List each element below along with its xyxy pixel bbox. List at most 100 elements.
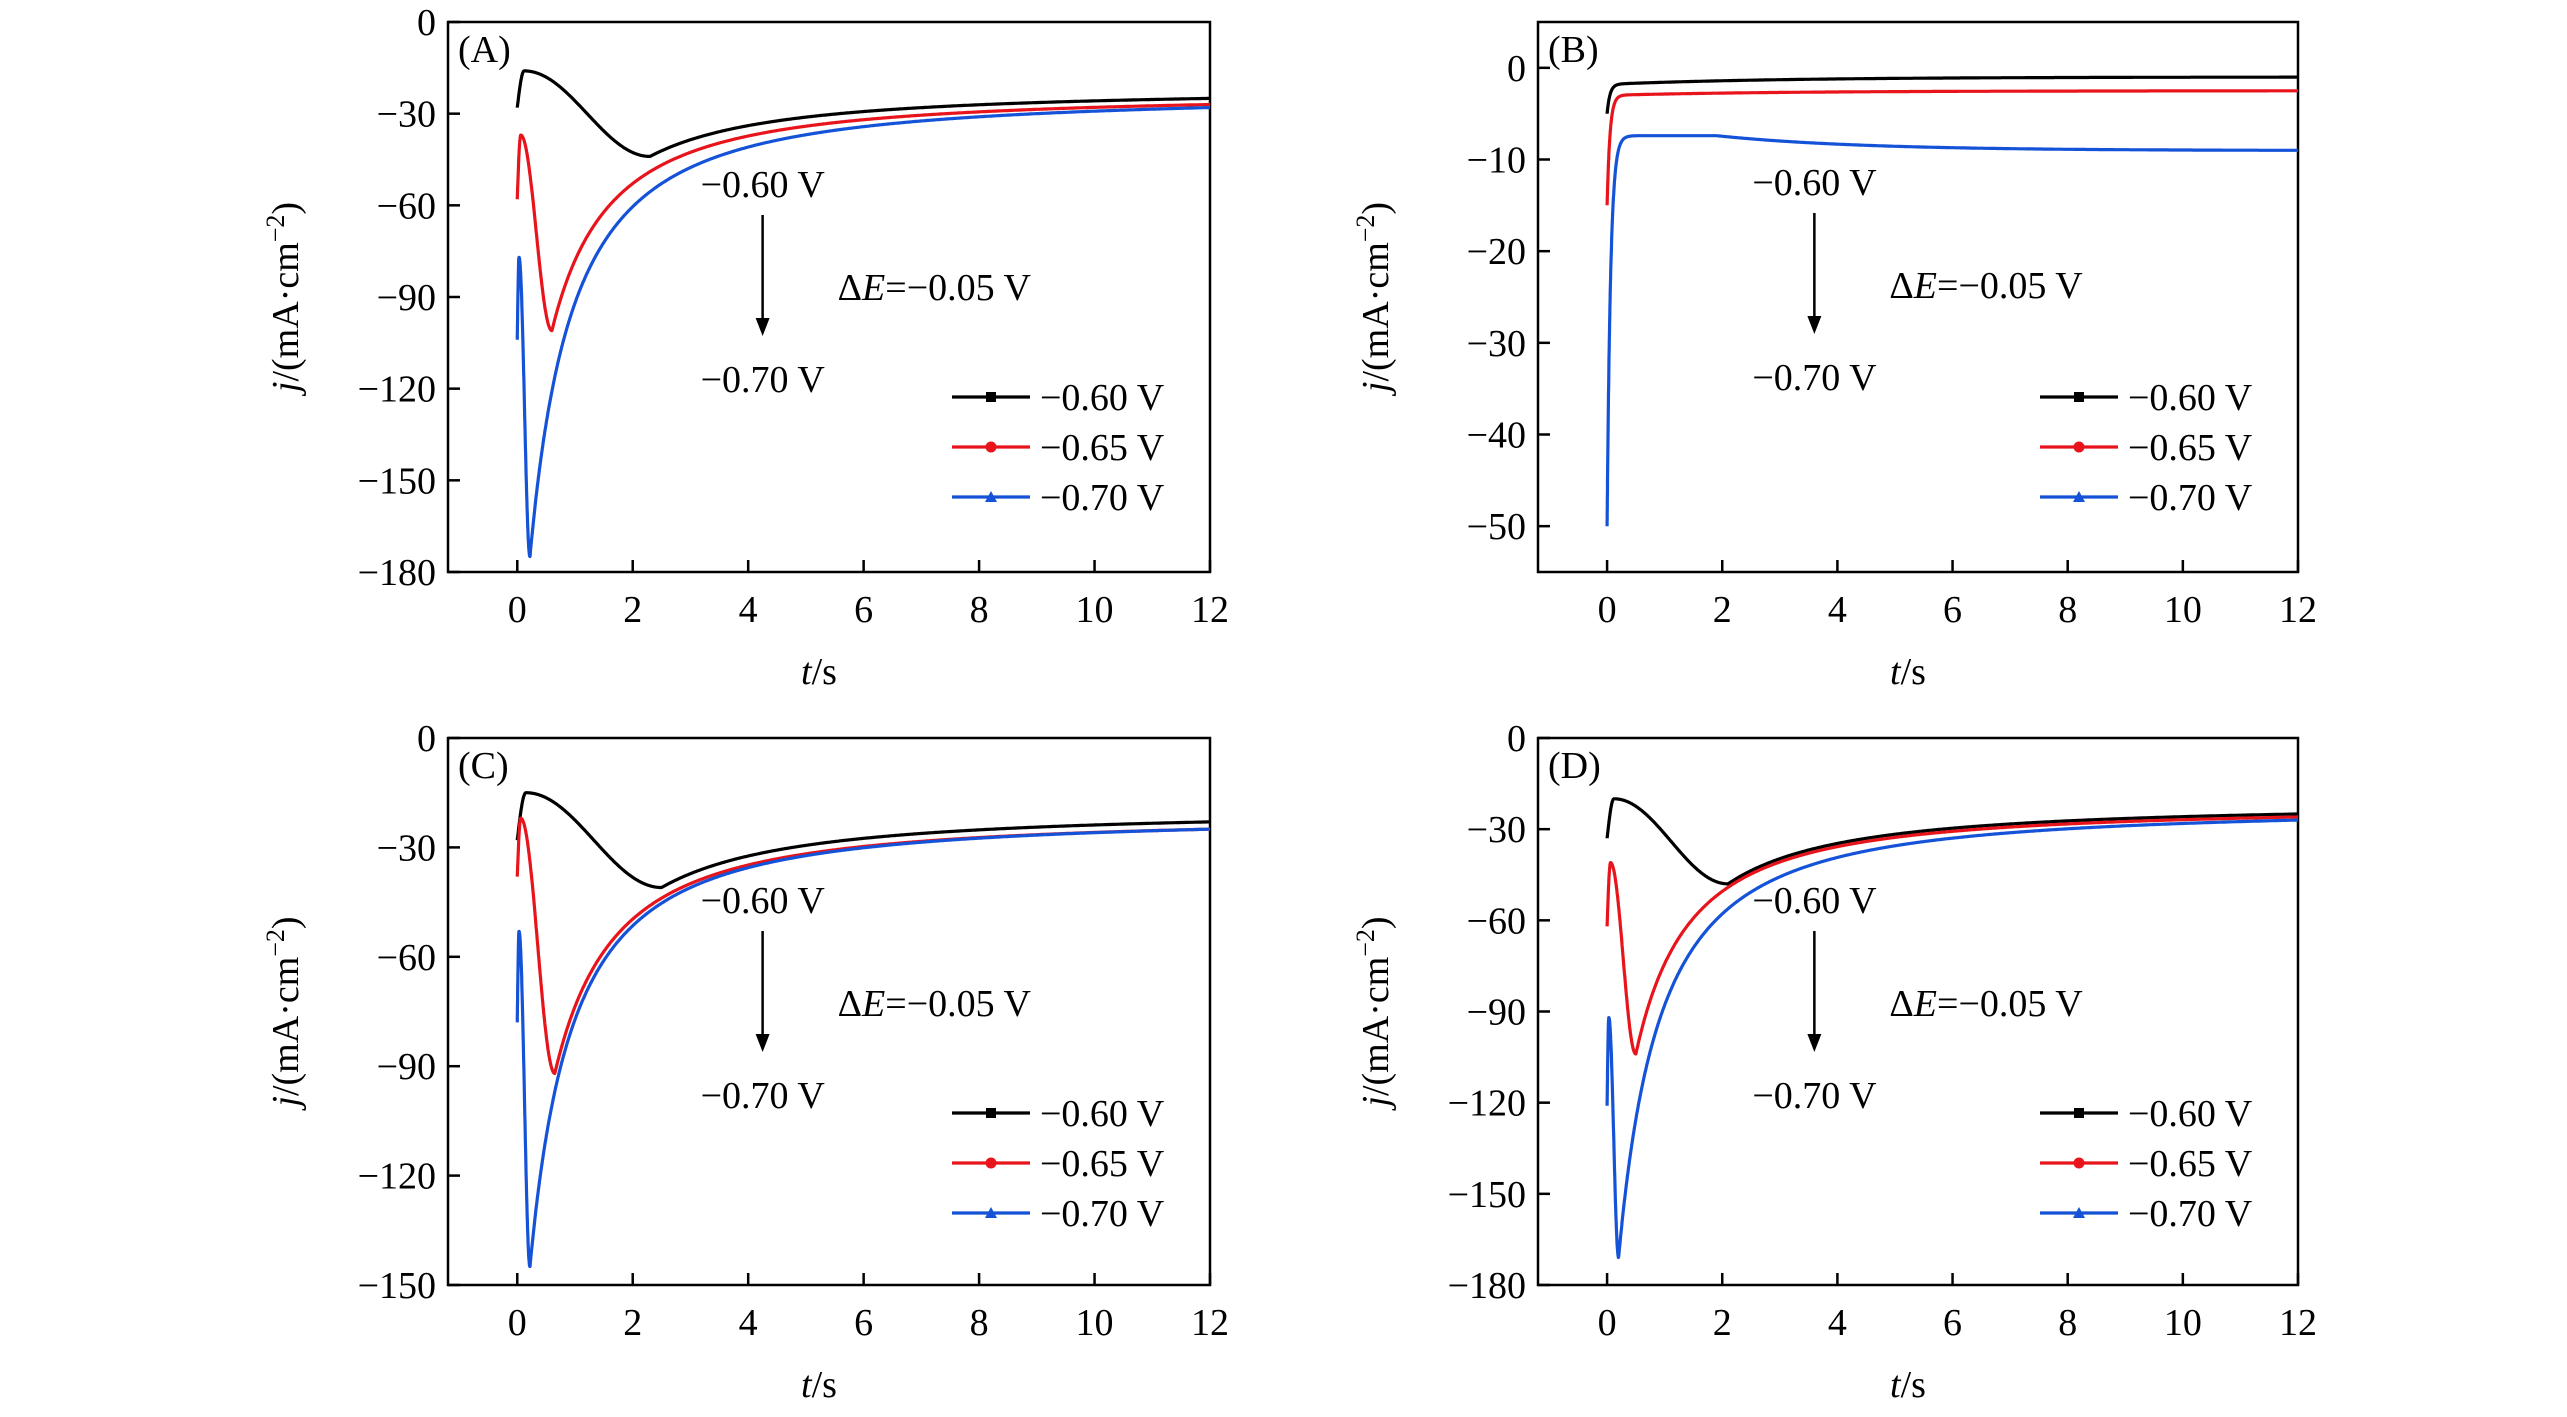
- legend-label: −0.60 V: [2128, 377, 2253, 419]
- legend-label: −0.70 V: [1040, 1193, 1165, 1235]
- x-tick-label: 0: [508, 1302, 527, 1344]
- series-line-2: [1605, 89, 2299, 207]
- x-tick-label: 2: [623, 589, 642, 631]
- series-line-2: [1605, 815, 2299, 1056]
- legend-marker: [985, 1157, 997, 1169]
- y-tick-label: −180: [1448, 1265, 1526, 1307]
- y-tick-label: −120: [1448, 1083, 1526, 1125]
- legend-marker: [2073, 1207, 2085, 1218]
- y-axis-label: j/(mA·cm−2): [261, 202, 307, 397]
- legend-marker: [2073, 441, 2085, 453]
- annotation-from: −0.60 V: [701, 880, 826, 922]
- legend-entry-1: −0.60 V: [2040, 377, 2253, 419]
- legend-marker: [2074, 1108, 2084, 1118]
- legend-marker: [2073, 491, 2085, 502]
- annotation-arrow-head: [1807, 316, 1822, 334]
- legend-marker: [985, 1207, 997, 1218]
- series-line-3: [1605, 818, 2299, 1260]
- panel-label: (B): [1548, 29, 1599, 71]
- legend-label: −0.70 V: [1040, 477, 1165, 519]
- legend-marker: [2073, 1157, 2085, 1169]
- legend-label: −0.65 V: [1040, 427, 1165, 469]
- x-tick-label: 2: [1713, 1302, 1732, 1344]
- series-line-1: [1605, 797, 2299, 886]
- x-tick-label: 10: [2164, 589, 2202, 631]
- x-tick-label: 12: [1191, 589, 1229, 631]
- x-tick-label: 6: [854, 589, 873, 631]
- panel-label: (D): [1548, 745, 1601, 787]
- x-tick-label: 6: [1943, 589, 1962, 631]
- legend-entry-1: −0.60 V: [2040, 1093, 2253, 1135]
- panel-D: 0 −30 −60 −90 −120 −150 −180 0 2 4 6 8 10 12 t/s j/(mA·…: [1351, 718, 2317, 1406]
- y-tick-label: −30: [377, 94, 436, 136]
- plot-frame: [446, 736, 1212, 1287]
- legend-entry-2: −0.65 V: [2040, 427, 2253, 469]
- legend-label: −0.60 V: [2128, 1093, 2253, 1135]
- y-tick-label: −60: [377, 185, 436, 227]
- x-tick-label: 4: [739, 1302, 758, 1344]
- series-line-2: [515, 102, 1211, 333]
- legend-marker: [986, 1108, 996, 1118]
- legend-marker: [985, 441, 997, 453]
- annotation-to: −0.70 V: [701, 1075, 826, 1117]
- legend-entry-3: −0.70 V: [2040, 477, 2253, 519]
- x-tick-label: 2: [1713, 589, 1732, 631]
- panel-B: 0 −10 −20 −30 −40 −50 0 2 4 6 8 10 12 t/s j/(mA·cm−2) (…: [1351, 20, 2317, 693]
- y-tick-label: −90: [377, 277, 436, 319]
- legend-entry-2: −0.65 V: [952, 427, 1165, 469]
- x-tick-label: 8: [2058, 589, 2077, 631]
- legend-entry-3: −0.70 V: [952, 1193, 1165, 1235]
- y-axis-label: j/(mA·cm−2): [1351, 202, 1397, 397]
- y-tick-label: −120: [358, 1156, 436, 1198]
- annotation-arrow-head: [1807, 1034, 1822, 1052]
- x-tick-label: 12: [2279, 1302, 2317, 1344]
- panel-label: (C): [458, 745, 509, 787]
- x-tick-label: 6: [854, 1302, 873, 1344]
- legend-entry-1: −0.60 V: [952, 1093, 1165, 1135]
- y-tick-label: −90: [1467, 992, 1526, 1034]
- y-tick-label: −10: [1467, 140, 1526, 182]
- y-tick-label: −30: [1467, 323, 1526, 365]
- plot-frame: [1536, 20, 2300, 574]
- legend-label: −0.65 V: [1040, 1143, 1165, 1185]
- x-tick-label: 2: [623, 1302, 642, 1344]
- y-tick-label: −60: [1467, 900, 1526, 942]
- annotation-to: −0.70 V: [1752, 1075, 1877, 1117]
- y-tick-label: −40: [1467, 415, 1526, 457]
- legend-label: −0.60 V: [1040, 377, 1165, 419]
- x-axis-label: t/s: [1890, 651, 1926, 693]
- series-line-1: [515, 69, 1211, 158]
- y-tick-label: −150: [358, 1265, 436, 1307]
- y-tick-label: −20: [1467, 231, 1526, 273]
- y-tick-label: −30: [377, 827, 436, 869]
- x-tick-label: 10: [2164, 1302, 2202, 1344]
- panel-C: 0 −30 −60 −90 −120 −150 0 2 4 6 8 10 12 t/s j/(mA·cm−2…: [261, 718, 1229, 1406]
- annotation-from: −0.60 V: [1752, 162, 1877, 204]
- legend-entry-3: −0.70 V: [952, 477, 1165, 519]
- x-tick-label: 10: [1076, 589, 1114, 631]
- x-axis-label: t/s: [801, 1364, 837, 1406]
- y-tick-label: 0: [417, 718, 436, 760]
- x-tick-label: 4: [1828, 589, 1847, 631]
- series-line-1: [1605, 75, 2299, 116]
- panel-label: (A): [458, 29, 511, 71]
- annotation-delta: ΔE=−0.05 V: [1889, 265, 2083, 307]
- x-tick-label: 12: [1191, 1302, 1229, 1344]
- annotation-arrow-head: [755, 318, 770, 336]
- x-tick-label: 8: [970, 589, 989, 631]
- y-tick-label: 0: [1507, 718, 1526, 760]
- legend-entry-3: −0.70 V: [2040, 1193, 2253, 1235]
- x-tick-label: 8: [970, 1302, 989, 1344]
- annotation-delta: ΔE=−0.05 V: [838, 267, 1032, 309]
- x-tick-label: 0: [1598, 1302, 1617, 1344]
- series-line-2: [515, 816, 1211, 1076]
- annotation-delta: ΔE=−0.05 V: [838, 983, 1032, 1025]
- legend-label: −0.70 V: [2128, 477, 2253, 519]
- y-tick-label: −150: [1448, 1174, 1526, 1216]
- legend-label: −0.65 V: [2128, 1143, 2253, 1185]
- y-tick-label: −30: [1467, 809, 1526, 851]
- annotation-from: −0.60 V: [701, 164, 826, 206]
- x-tick-label: 6: [1943, 1302, 1962, 1344]
- annotation-from: −0.60 V: [1752, 880, 1877, 922]
